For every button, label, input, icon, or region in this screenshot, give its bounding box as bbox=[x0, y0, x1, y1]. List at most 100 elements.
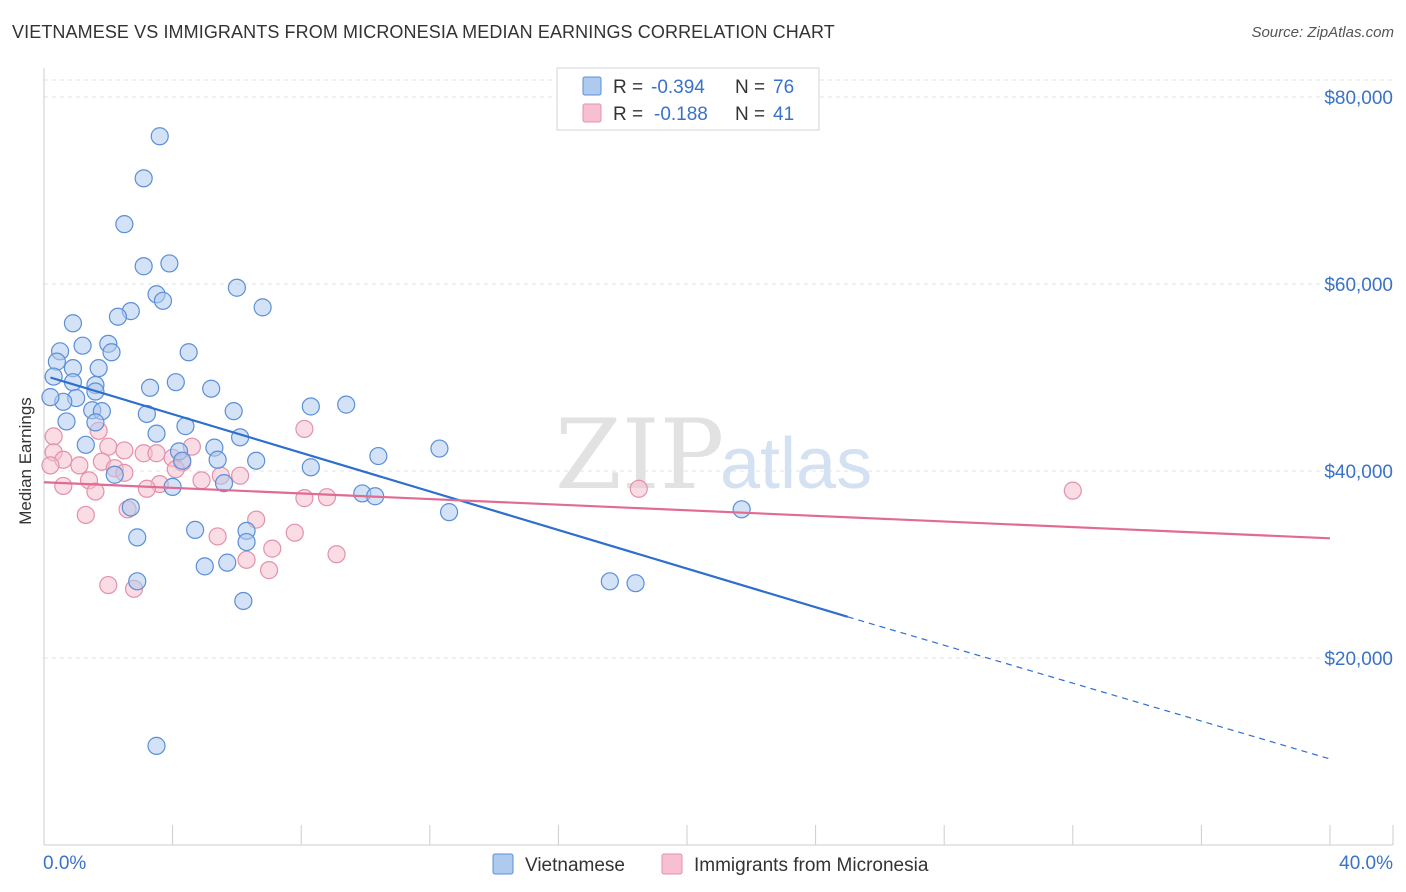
vietnamese-point bbox=[166, 373, 185, 392]
vietnamese-point bbox=[134, 169, 153, 188]
vietnamese-point bbox=[63, 314, 83, 333]
axes bbox=[43, 68, 1394, 846]
legend-n-label-2: N = bbox=[735, 104, 765, 125]
micronesia-point bbox=[70, 456, 89, 475]
micronesia-point bbox=[317, 488, 337, 507]
vietnamese-point bbox=[301, 397, 320, 416]
y-axis-label: Median Earnings bbox=[16, 397, 35, 525]
vietnamese-point bbox=[134, 257, 153, 276]
vietnamese-point bbox=[732, 500, 751, 519]
watermark: ZIP atlas bbox=[555, 399, 872, 511]
y-tick-label: $60,000 bbox=[1324, 275, 1393, 296]
vietnamese-point bbox=[147, 736, 166, 755]
vietnamese-point bbox=[337, 395, 356, 414]
x-tick-label-left: 0.0% bbox=[43, 853, 86, 874]
vietnamese-point bbox=[173, 451, 192, 470]
vietnamese-point bbox=[76, 435, 95, 454]
trend-lines bbox=[43, 376, 1331, 760]
vietnamese-point bbox=[128, 572, 147, 591]
vietnamese-point bbox=[600, 572, 619, 591]
vietnamese-point bbox=[160, 254, 179, 273]
vietnamese-point bbox=[121, 498, 140, 517]
legend-n-label-1: N = bbox=[735, 77, 765, 98]
y-tick-label: $20,000 bbox=[1324, 649, 1393, 670]
legend-n-value-1: 76 bbox=[773, 77, 794, 98]
micronesia-point bbox=[295, 419, 314, 439]
vietnamese-point bbox=[202, 379, 221, 398]
vietnamese-point bbox=[41, 388, 60, 407]
vietnamese-point bbox=[89, 359, 108, 378]
micronesia-point bbox=[295, 489, 314, 508]
legend-n-value-2: 41 bbox=[773, 104, 794, 125]
vietnamese-point bbox=[147, 424, 166, 443]
vietnamese-point bbox=[73, 336, 92, 355]
data-points bbox=[41, 127, 1082, 755]
vietnamese-point bbox=[153, 291, 173, 310]
vietnamese-point bbox=[44, 367, 63, 386]
legend-box: R = -0.394 N = 76 R = -0.188 N = 41 bbox=[556, 67, 820, 131]
bottom-legend-swatch-vietnamese[interactable] bbox=[492, 853, 514, 875]
grid-lines: $20,000 $40,000 $60,000 $80,000 bbox=[44, 79, 1393, 670]
micronesia-point bbox=[41, 456, 60, 475]
vietnamese-point bbox=[140, 378, 160, 397]
micronesia-point bbox=[99, 575, 118, 595]
chart-title: VIETNAMESE VS IMMIGRANTS FROM MICRONESIA… bbox=[12, 22, 835, 42]
vietnamese-trend-extension bbox=[847, 616, 1331, 760]
vietnamese-point bbox=[301, 458, 320, 477]
legend-swatch-micronesia[interactable] bbox=[582, 103, 602, 123]
legend-r-label-2: R = bbox=[613, 104, 643, 125]
vietnamese-point bbox=[115, 215, 134, 234]
micronesia-point bbox=[231, 466, 250, 485]
vietnamese-point bbox=[128, 528, 147, 547]
micronesia-point bbox=[147, 444, 166, 463]
vietnamese-point bbox=[86, 413, 105, 432]
vietnamese-point bbox=[439, 503, 459, 522]
vietnamese-point bbox=[237, 532, 256, 552]
vietnamese-point bbox=[218, 553, 237, 572]
micronesia-point bbox=[137, 479, 156, 498]
micronesia-point bbox=[237, 550, 256, 569]
micronesia-point bbox=[1063, 481, 1082, 500]
vietnamese-point bbox=[47, 352, 66, 371]
micronesia-point bbox=[327, 545, 346, 564]
source-label[interactable]: Source: ZipAtlas.com bbox=[1251, 24, 1394, 41]
legend-r-value-2: -0.188 bbox=[654, 104, 708, 125]
micronesia-point bbox=[208, 527, 227, 546]
watermark-atlas: atlas bbox=[720, 424, 872, 504]
vietnamese-trend-line bbox=[50, 376, 849, 618]
x-tick-label-right: 40.0% bbox=[1339, 853, 1393, 874]
vietnamese-point bbox=[57, 412, 76, 431]
vietnamese-point bbox=[247, 451, 266, 470]
y-tick-label: $80,000 bbox=[1324, 88, 1393, 109]
vietnamese-point bbox=[195, 557, 214, 576]
vietnamese-point bbox=[227, 278, 246, 297]
vietnamese-point bbox=[108, 307, 128, 326]
legend-swatch-vietnamese[interactable] bbox=[582, 76, 602, 96]
vietnamese-point bbox=[102, 343, 121, 362]
legend-r-label-1: R = bbox=[613, 77, 643, 98]
micronesia-point bbox=[263, 539, 282, 558]
bottom-legend-label-micronesia: Immigrants from Micronesia bbox=[694, 855, 929, 876]
micronesia-point bbox=[54, 476, 73, 496]
y-tick-label: $40,000 bbox=[1324, 462, 1393, 483]
vietnamese-point bbox=[208, 450, 227, 469]
vietnamese-point bbox=[186, 520, 205, 540]
micronesia-trend-line bbox=[43, 481, 1331, 540]
micronesia-point bbox=[192, 471, 211, 490]
micronesia-point bbox=[86, 482, 105, 501]
micronesia-point bbox=[285, 523, 304, 542]
vietnamese-point bbox=[150, 127, 169, 146]
vietnamese-point bbox=[253, 298, 272, 317]
vietnamese-point bbox=[234, 591, 253, 611]
vietnamese-point bbox=[369, 446, 388, 466]
micronesia-point bbox=[76, 505, 95, 525]
micronesia-point bbox=[259, 561, 279, 580]
bottom-legend: Vietnamese Immigrants from Micronesia bbox=[492, 853, 929, 876]
legend-r-value-1: -0.394 bbox=[651, 77, 705, 98]
vietnamese-point bbox=[430, 439, 449, 458]
vietnamese-point bbox=[224, 402, 243, 421]
bottom-legend-label-vietnamese: Vietnamese bbox=[525, 855, 625, 876]
vietnamese-point bbox=[179, 343, 198, 362]
bottom-legend-swatch-micronesia[interactable] bbox=[661, 853, 683, 875]
